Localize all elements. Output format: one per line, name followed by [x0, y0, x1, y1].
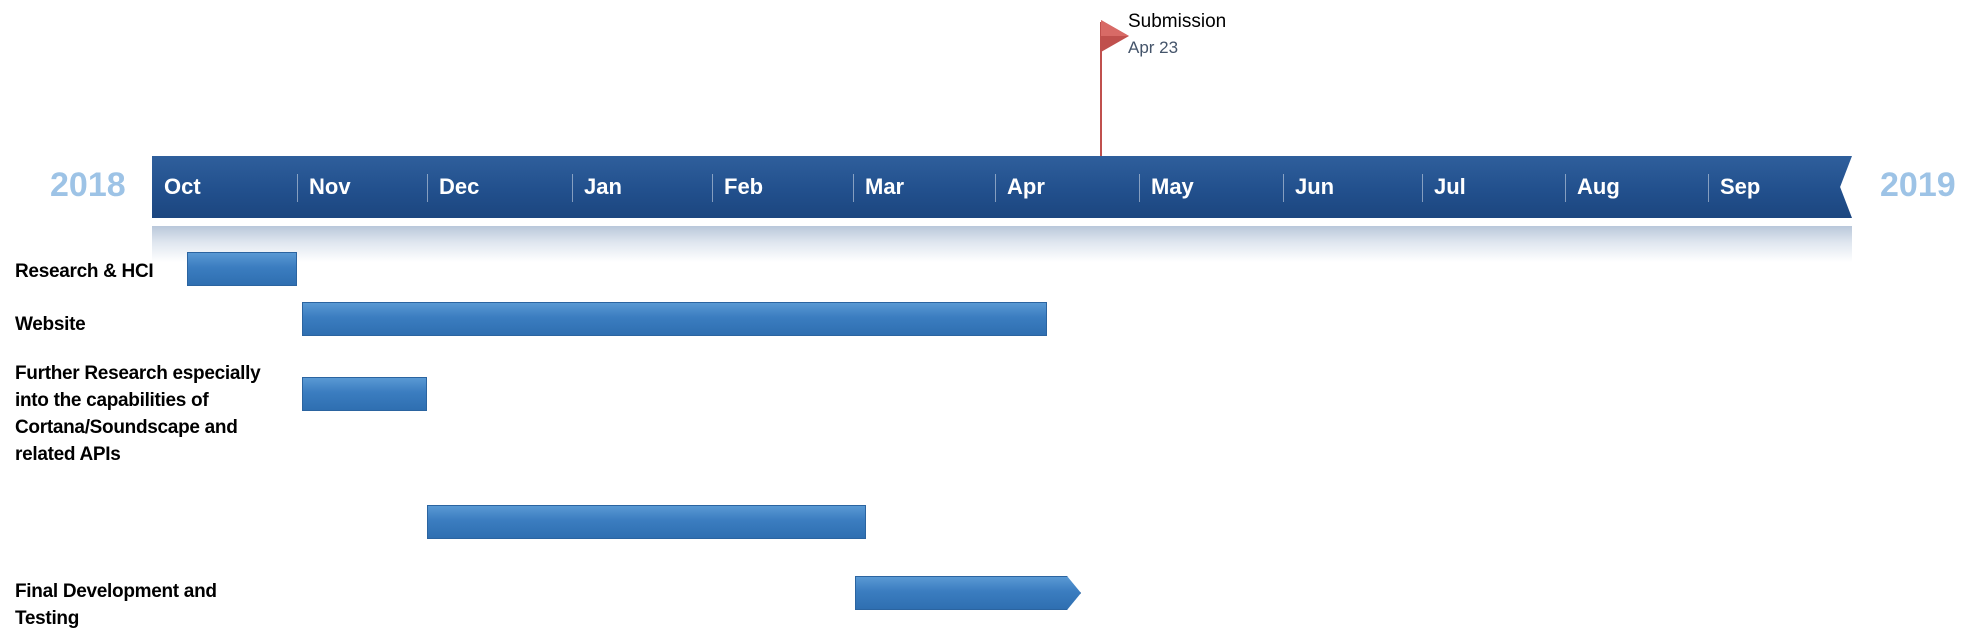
month-separator: [297, 174, 298, 202]
task-bar: [302, 302, 1047, 336]
start-year-label: 2018: [50, 166, 126, 204]
month-separator: [1708, 174, 1709, 202]
month-label-sep: Sep: [1720, 174, 1761, 199]
month-label-feb: Feb: [724, 174, 764, 199]
timeline-band-reflection: [152, 226, 1852, 262]
month-label-aug: Aug: [1577, 174, 1620, 199]
month-label-jul: Jul: [1434, 174, 1466, 199]
task-label: Research & HCI: [15, 261, 154, 282]
month-label-mar: Mar: [865, 174, 905, 199]
milestone-title: Submission: [1128, 11, 1227, 32]
task-label: Final Development and Testing: [15, 581, 217, 629]
end-year-label: 2019: [1880, 166, 1956, 204]
task-bar: [302, 377, 427, 411]
month-separator: [427, 174, 428, 202]
month-label-dec: Dec: [439, 174, 480, 199]
task-label: Website: [15, 314, 86, 335]
month-label-oct: Oct: [164, 174, 201, 199]
task-bar: [187, 252, 297, 286]
month-label-jun: Jun: [1295, 174, 1335, 199]
month-separator: [1139, 174, 1140, 202]
month-label-may: May: [1151, 174, 1194, 199]
task-bar: [427, 505, 866, 539]
month-separator: [1283, 174, 1284, 202]
milestone-date: Apr 23: [1128, 38, 1179, 57]
month-separator: [1565, 174, 1566, 202]
month-separator: [995, 174, 996, 202]
month-separator: [572, 174, 573, 202]
month-label-apr: Apr: [1007, 174, 1045, 199]
month-separator: [1422, 174, 1423, 202]
milestone-flag-pole: [1100, 22, 1102, 156]
timeline-band: Oct Nov Dec Jan Feb Mar Apr May Jun Jul Aug Sep: [152, 156, 1852, 218]
task-bar: [855, 576, 1081, 610]
month-separator: [853, 174, 854, 202]
month-label-nov: Nov: [309, 174, 351, 199]
month-separator: [712, 174, 713, 202]
milestone-flag-icon: [1101, 20, 1129, 52]
task-label: Further Research especially into the cap…: [15, 363, 261, 465]
month-label-jan: Jan: [584, 174, 622, 199]
